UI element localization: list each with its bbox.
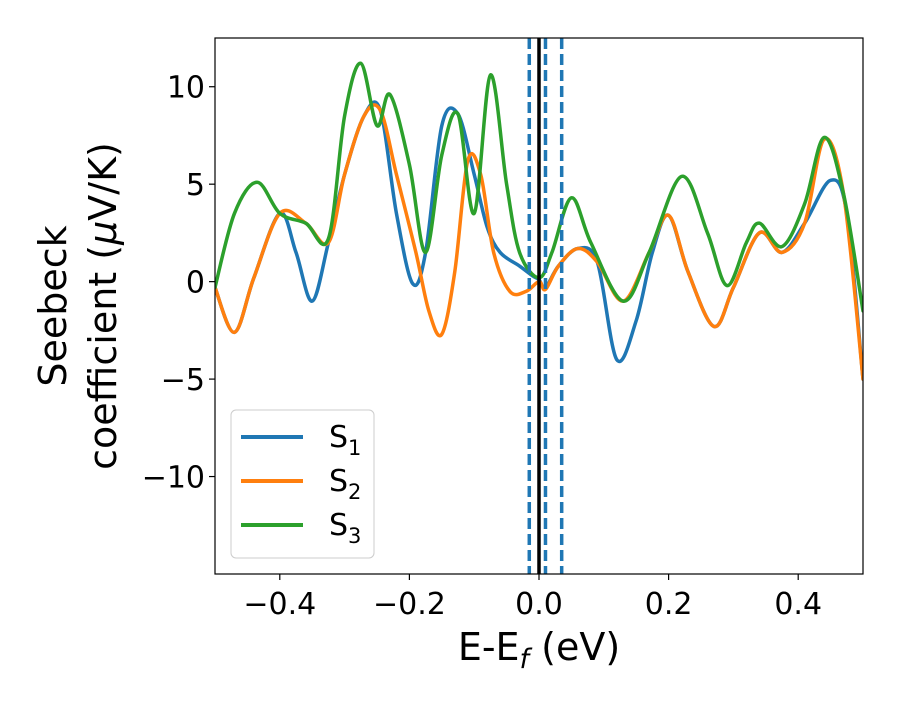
legend-box xyxy=(230,409,375,559)
y-tick-label: 10 xyxy=(167,71,205,106)
y-axis: −10 −5 0 5 10 xyxy=(142,71,215,496)
series-line-s2 xyxy=(215,103,863,381)
x-axis: −0.4 −0.2 0.0 0.2 0.4 xyxy=(243,574,822,622)
x-tick-label: 0.4 xyxy=(774,587,822,622)
x-axis-label: E-Ef (eV) xyxy=(458,625,620,675)
y-axis-label: Seebeck coefficient (μV/K) xyxy=(31,142,125,470)
y-tick-label: −10 xyxy=(142,461,205,496)
y-tick-label: 0 xyxy=(186,266,205,301)
series-line-s3 xyxy=(215,61,863,313)
x-tick-label: −0.4 xyxy=(243,587,316,622)
legend-label-s3: S3 xyxy=(329,508,361,548)
y-tick-label: 5 xyxy=(186,168,205,203)
plot-area xyxy=(215,38,863,574)
legend-label-s1: S1 xyxy=(329,420,361,460)
y-tick-label: −5 xyxy=(161,363,205,398)
y-axis-label-line1: Seebeck xyxy=(31,225,75,386)
x-tick-label: 0.2 xyxy=(645,587,693,622)
x-tick-label: −0.2 xyxy=(373,587,446,622)
y-axis-label-line2: coefficient (μV/K) xyxy=(81,142,125,470)
x-tick-label: 0.0 xyxy=(515,587,563,622)
legend-label-s2: S2 xyxy=(329,464,361,504)
